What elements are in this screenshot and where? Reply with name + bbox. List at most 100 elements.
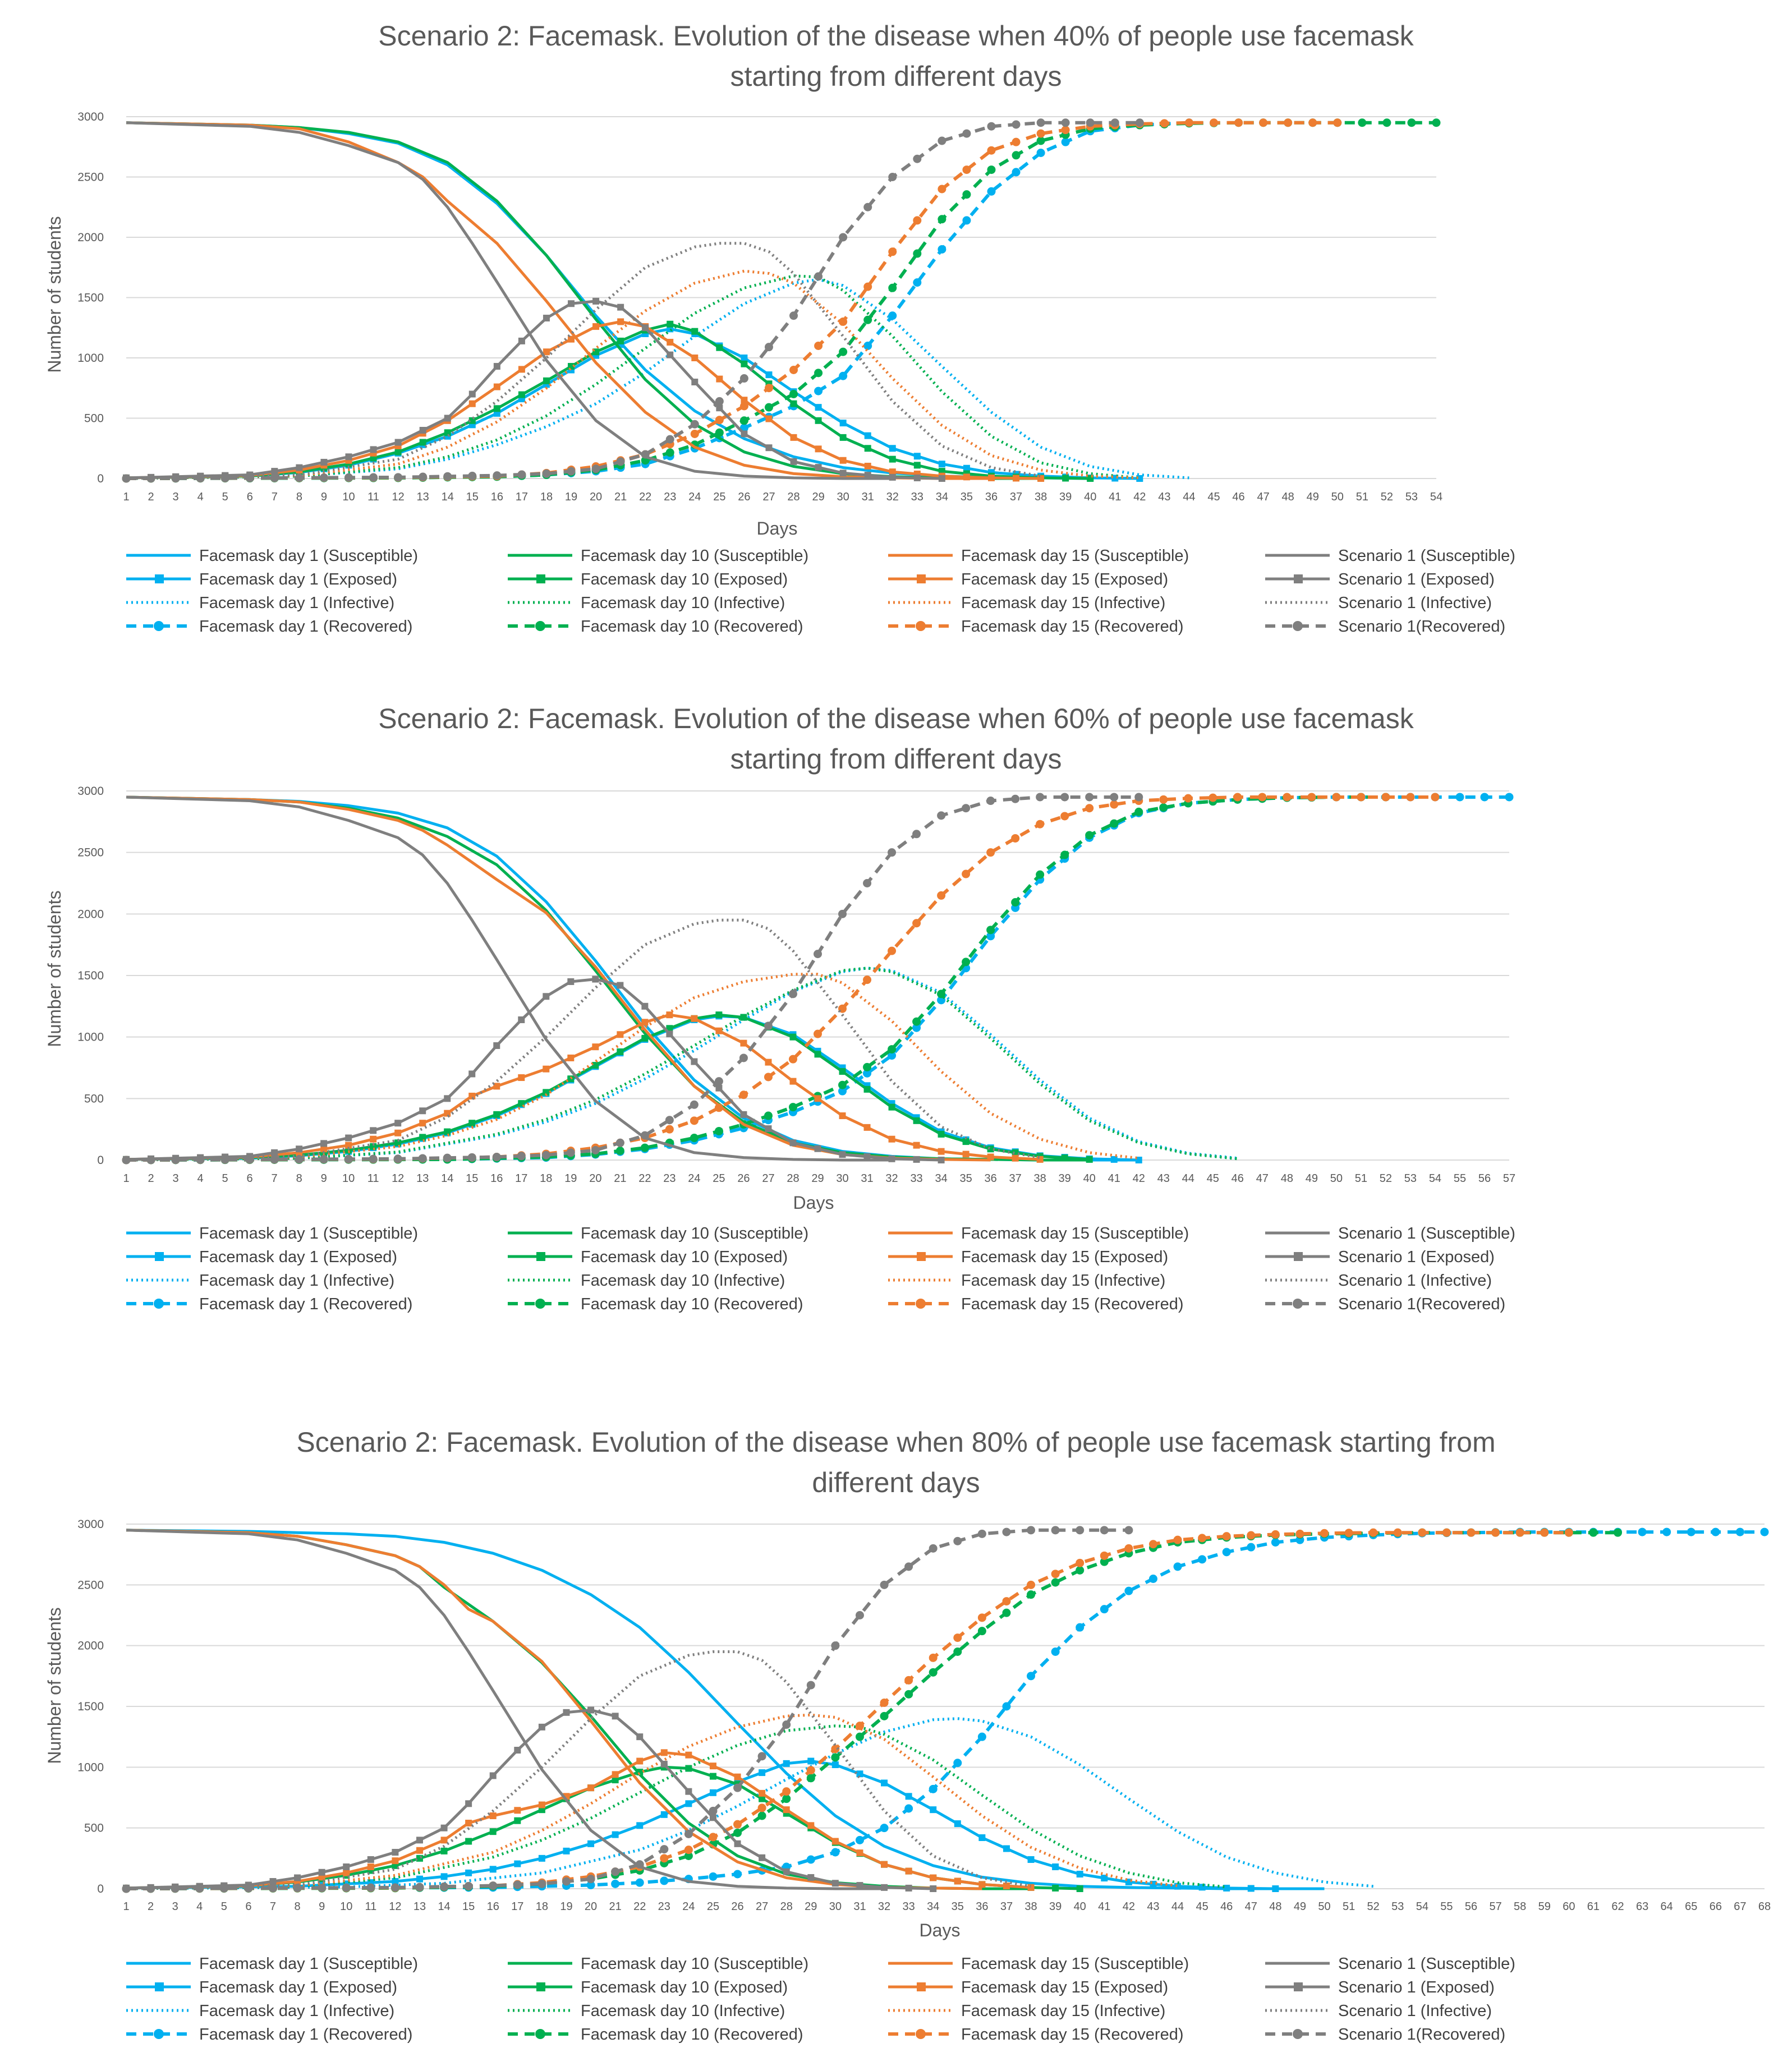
legend-item: Facemask day 1 (Infective) [126,2002,394,2020]
data-point [1308,118,1317,127]
data-point [831,1641,840,1650]
data-point [864,445,871,452]
y-tick-label: 2500 [77,1579,104,1591]
series-line [126,1709,934,1890]
series-line [126,121,991,480]
x-tick-label: 54 [1430,491,1442,503]
data-point [977,1529,986,1538]
data-point [1061,137,1070,146]
data-point [1760,1527,1769,1536]
x-tick-label: 55 [1440,1900,1453,1913]
data-point [568,363,575,370]
x-tick-label: 26 [737,1172,750,1185]
data-point [764,403,773,412]
data-point [518,1074,525,1082]
data-point [319,473,328,482]
data-point [419,439,426,446]
legend-label: Facemask day 10 (Infective) [581,594,785,612]
legend-marker [536,1252,545,1261]
data-point [1333,118,1342,127]
data-point [1480,793,1489,802]
data-point [171,474,180,483]
x-tick-label: 44 [1171,1900,1184,1913]
data-point [889,445,896,452]
x-tick-label: 26 [738,491,750,503]
data-point [467,1153,476,1162]
data-point [319,1154,328,1163]
data-point [592,297,600,305]
data-point [938,215,946,224]
data-point [1638,1527,1647,1536]
x-tick-label: 36 [985,491,998,503]
data-point [962,165,971,174]
legend-marker [917,1982,926,1991]
data-point [839,1112,846,1120]
series-scenario1-infective [126,242,1041,480]
data-point [938,475,945,482]
data-point [367,1863,374,1870]
x-tick-label: 27 [762,491,775,503]
series-line [126,1760,1276,1890]
data-point [807,1757,815,1765]
x-tick-label: 5 [221,1900,227,1913]
data-point [295,473,304,482]
legend-label: Facemask day 1 (Recovered) [199,618,412,636]
data-point [1037,475,1045,482]
data-point [465,1800,472,1807]
data-point [715,416,724,425]
data-point [881,1884,888,1891]
data-point [489,1812,497,1819]
series-line [126,795,1435,1162]
data-point [831,1848,840,1857]
legend-item: Scenario 1 (Susceptible) [1265,1225,1515,1243]
legend-label: Scenario 1 (Susceptible) [1338,1955,1515,1973]
data-point [1076,1566,1085,1575]
data-point [1284,118,1293,127]
legend-label: Facemask day 1 (Exposed) [199,1248,397,1266]
x-tick-label: 47 [1256,1172,1269,1185]
data-point [789,1078,797,1085]
data-point [587,1706,595,1714]
data-point [293,1884,302,1893]
series-line [126,1529,884,1890]
data-point [1027,1672,1036,1681]
data-point [913,474,921,481]
data-point [1247,1531,1256,1540]
data-point [978,1834,986,1841]
data-point [709,1806,718,1815]
series-day15-susceptible [126,121,991,480]
x-tick-label: 51 [1355,1172,1367,1185]
data-point [987,122,996,131]
series-line [126,323,1091,480]
data-point [1283,793,1292,802]
legend-item: Facemask day 15 (Infective) [888,2002,1165,2020]
x-tick-label: 40 [1084,491,1096,503]
data-point [1051,1648,1060,1656]
data-point [986,848,995,857]
legend-item: Facemask day 10 (Recovered) [508,618,803,636]
data-point [912,830,921,839]
data-point [514,1860,521,1867]
data-point [904,1676,913,1685]
legend-label: Facemask day 1 (Infective) [199,594,394,612]
data-point [320,1145,328,1153]
data-point [1406,793,1415,802]
data-point [929,1784,938,1793]
data-point [443,1153,452,1162]
data-point [863,879,872,887]
data-point [219,1884,228,1893]
data-point [369,473,378,482]
x-tick-label: 33 [910,1172,922,1185]
data-point [1076,1526,1085,1535]
y-tick-label: 3000 [77,111,104,123]
data-point [986,926,995,935]
x-tick-label: 24 [688,1172,700,1185]
data-point [464,1881,473,1890]
data-point [714,1103,723,1112]
data-point [612,1771,619,1778]
data-point [392,1857,399,1865]
x-tick-label: 31 [853,1900,866,1913]
data-point [1307,793,1316,802]
data-point [419,472,428,481]
x-tick-label: 33 [903,1900,915,1913]
